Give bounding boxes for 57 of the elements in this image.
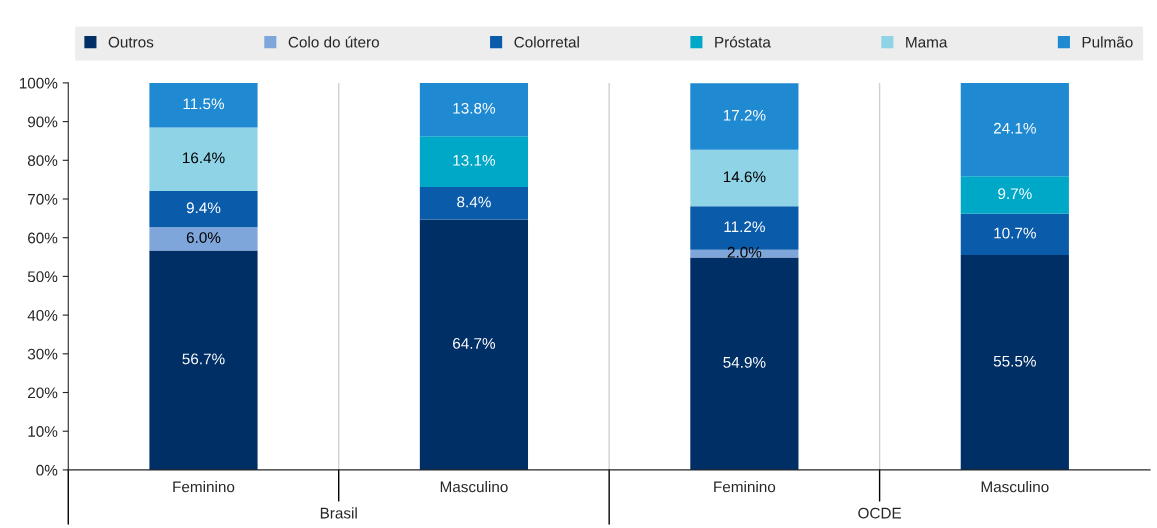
y-tick-label: 30% bbox=[27, 348, 58, 360]
data-label: 6.0% bbox=[186, 232, 221, 243]
bar bbox=[690, 257, 799, 470]
bar bbox=[960, 82, 1069, 177]
data-label: 11.5% bbox=[183, 98, 225, 110]
bar bbox=[149, 127, 258, 191]
data-label: 55.5% bbox=[993, 355, 1036, 367]
bar bbox=[419, 136, 529, 188]
bar bbox=[960, 176, 1069, 214]
legend-label: Pulmão bbox=[1082, 36, 1133, 48]
bar bbox=[149, 190, 258, 228]
bar bbox=[960, 255, 1069, 470]
x-tick-label: Masculino bbox=[440, 481, 508, 493]
data-label: 8.4% bbox=[457, 196, 491, 208]
y-tick-label: 80% bbox=[27, 155, 58, 166]
bar bbox=[690, 83, 799, 150]
legend-label: Outros bbox=[108, 36, 154, 48]
data-label: 9.4% bbox=[186, 202, 221, 214]
data-label: 56.7% bbox=[182, 353, 225, 365]
x-tick-label: Masculino bbox=[981, 481, 1049, 493]
y-tick-label: 90% bbox=[27, 116, 58, 128]
y-tick-label: 70% bbox=[28, 193, 58, 205]
data-label: 64.7% bbox=[453, 338, 496, 349]
data-label: 2.0% bbox=[727, 246, 762, 258]
data-label: 10.7% bbox=[994, 227, 1036, 239]
data-label: 13.1% bbox=[453, 154, 496, 166]
data-label: 9.7% bbox=[998, 188, 1032, 200]
bar bbox=[419, 187, 529, 220]
text: Brasil bbox=[320, 507, 357, 519]
y-tick-label: 50% bbox=[27, 271, 58, 283]
data-label: 54.9% bbox=[723, 356, 766, 368]
legend-label: Próstata bbox=[715, 36, 771, 48]
y-tick-label: 100% bbox=[19, 77, 58, 89]
x-tick-label: Feminino bbox=[173, 481, 235, 493]
legend-label: Mama bbox=[906, 36, 948, 48]
y-tick-label: 60% bbox=[28, 232, 58, 244]
data-label: 16.4% bbox=[182, 152, 225, 164]
y-tick-label: 0% bbox=[36, 464, 58, 476]
legend-label: Colorretal bbox=[514, 36, 579, 48]
bar bbox=[960, 213, 1069, 256]
y-tick-label: 10% bbox=[28, 426, 58, 437]
y-tick-label: 20% bbox=[28, 387, 58, 399]
bar bbox=[419, 82, 529, 137]
data-label: 11.2% bbox=[724, 221, 765, 233]
legend-label: Colo do útero bbox=[288, 36, 379, 48]
data-label: 24.1% bbox=[993, 122, 1036, 134]
data-label: 14.6% bbox=[723, 171, 766, 183]
bar bbox=[690, 149, 799, 207]
bar bbox=[149, 250, 258, 470]
data-label: 17.2% bbox=[723, 109, 766, 121]
y-tick-label: 40% bbox=[27, 309, 58, 321]
text: OCDE bbox=[858, 507, 902, 519]
bar bbox=[149, 82, 258, 128]
bar bbox=[149, 227, 258, 251]
data-label: 13.8% bbox=[453, 102, 496, 114]
bar bbox=[419, 219, 529, 470]
x-tick-label: Feminino bbox=[714, 481, 776, 493]
